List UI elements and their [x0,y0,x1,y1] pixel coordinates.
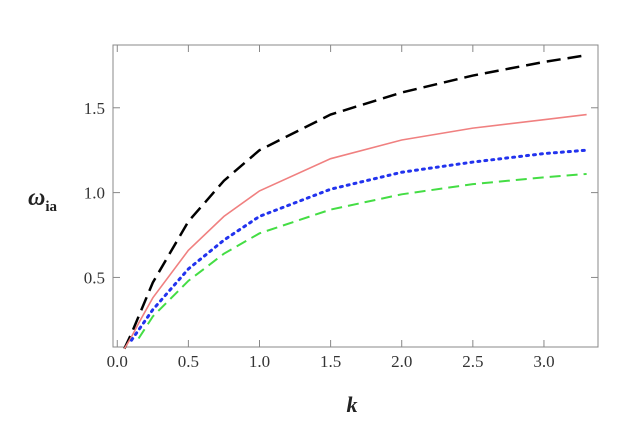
x-tick-label: 0.5 [178,352,199,371]
frame [112,44,599,348]
y-tick-label: 1.0 [84,184,105,203]
y-tick-label: 0.5 [84,268,105,287]
y-axis-subscript: ia [45,199,57,215]
x-tick-label: 0.0 [107,352,128,371]
x-tick-label: 2.5 [462,352,483,371]
x-tick-label: 2.0 [391,352,412,371]
y-axis-label: ωia [28,185,58,215]
x-tick-label: 1.5 [320,352,341,371]
line-series [137,172,587,340]
line-series [129,148,589,342]
line-series [123,113,587,350]
y-axis-symbol: ω [28,185,45,211]
x-tick-label: 3.0 [533,352,554,371]
x-axis-label: k [347,392,358,417]
x-tick-label: 1.0 [249,352,270,371]
line-series [123,53,587,350]
y-tick-label: 1.5 [84,99,105,118]
